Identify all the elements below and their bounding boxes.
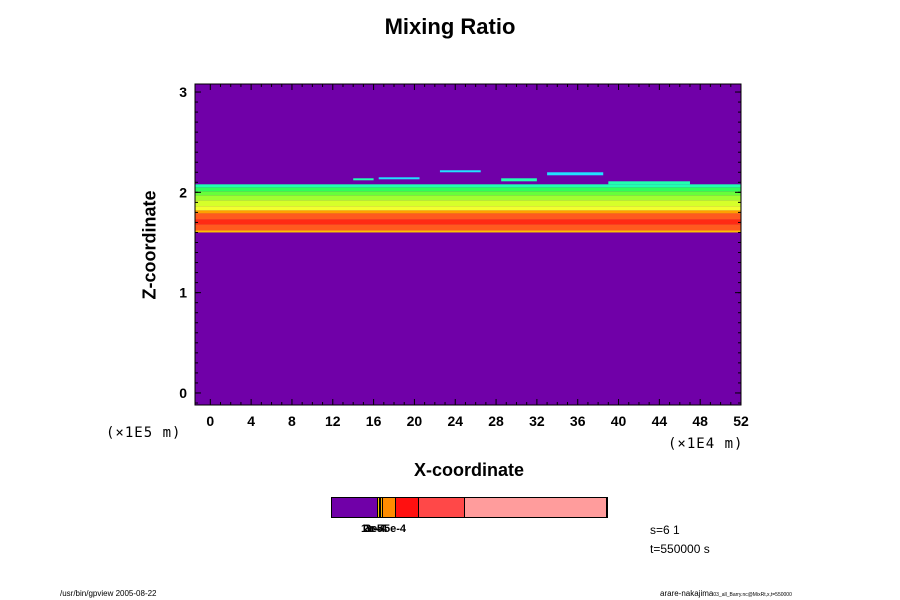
x-tick-label: 32: [529, 413, 545, 429]
colorbar-label: 1e-5: [361, 523, 384, 535]
field-patch: [353, 178, 374, 181]
footer-left: /usr/bin/gpview 2005-08-22: [60, 589, 157, 598]
x-tick-label: 8: [288, 413, 296, 429]
colorbar-segment: [332, 498, 378, 517]
field-band: [195, 195, 741, 201]
info-line-t: t=550000 s: [650, 542, 710, 556]
x-axis-label: X-coordinate: [413, 460, 524, 480]
y-tick-label: 2: [179, 184, 187, 200]
y-axis-unit: (×1E5 m): [106, 425, 182, 441]
x-tick-label: 16: [366, 413, 382, 429]
info-block: s=6 1 t=550000 s: [650, 521, 710, 559]
x-tick-label: 48: [692, 413, 708, 429]
field-patch: [608, 181, 690, 185]
x-tick-label: 44: [652, 413, 668, 429]
x-tick-label: 52: [733, 413, 749, 429]
field-patch: [439, 170, 481, 173]
field-band: [195, 210, 741, 214]
x-tick-label: 36: [570, 413, 586, 429]
x-tick-label: 0: [206, 413, 214, 429]
field-patch: [547, 172, 604, 176]
field-band: [195, 184, 741, 188]
field-band: [195, 191, 741, 196]
field-band: [195, 200, 741, 207]
y-tick-label: 1: [179, 285, 187, 301]
y-axis-label: Z-coordinate: [139, 190, 160, 300]
x-tick-label: 24: [447, 413, 463, 429]
field-band: [195, 213, 741, 220]
chart-title: Mixing Ratio: [384, 14, 516, 39]
field-patch: [501, 178, 537, 182]
field-band: [195, 224, 741, 231]
field-band: [195, 219, 741, 225]
footer-author: arare-nakajima: [660, 589, 714, 598]
field-background: [195, 84, 741, 405]
colorbar-label: 5e-4: [384, 523, 407, 535]
colorbar-segment: [378, 498, 380, 517]
field-band: [195, 206, 741, 211]
plot-frame: [194, 83, 742, 406]
colorbar-segment: [396, 498, 419, 517]
x-axis-unit: (×1E4 m): [668, 436, 744, 452]
colorbar-label: 3e-4: [365, 523, 388, 535]
x-tick-label: 12: [325, 413, 341, 429]
field-patch: [378, 177, 420, 180]
x-tick-label: 28: [488, 413, 504, 429]
field-band: [195, 187, 741, 192]
x-tick-label: 4: [247, 413, 255, 429]
colorbar-segment: [380, 498, 381, 517]
colorbar-segment: [383, 498, 396, 517]
colorbar-segment: [419, 498, 465, 517]
field-band: [195, 230, 741, 233]
colorbar-segment: [381, 498, 383, 517]
y-tick-label: 0: [179, 385, 187, 401]
colorbar: [331, 497, 608, 518]
footer-source: 03_all_Barry.nc@MixRt,x,t=550000: [713, 592, 792, 598]
colorbar-label: 2e-4: [363, 523, 386, 535]
x-tick-label: 20: [407, 413, 423, 429]
y-tick-label: 3: [179, 84, 187, 100]
colorbar-segment: [465, 498, 607, 517]
info-line-s: s=6 1: [650, 523, 680, 537]
x-tick-label: 40: [611, 413, 627, 429]
footer-right: arare-nakajima03_all_Barry.nc@MixRt,x,t=…: [660, 589, 792, 598]
